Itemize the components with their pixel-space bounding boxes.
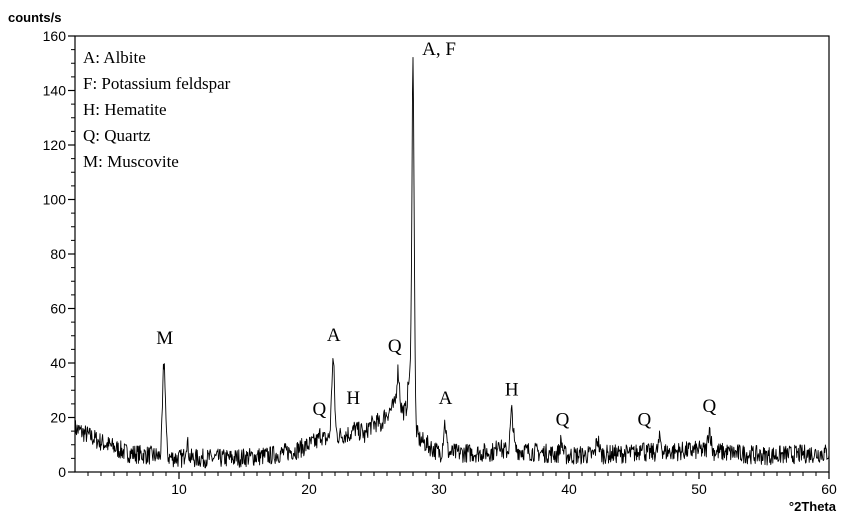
peak-label: Q [313,399,327,420]
peak-label: Q [556,410,570,431]
peak-label: Q [388,336,402,357]
y-tick-label: 20 [50,410,66,426]
legend-entry: H: Hematite [83,100,167,119]
legend-entry: M: Muscovite [83,152,179,171]
y-tick-label: 40 [50,355,66,371]
y-tick-label: 100 [43,192,67,208]
x-tick-label: 30 [431,481,447,497]
x-tick-label: 20 [301,481,317,497]
y-tick-label: 160 [43,28,67,44]
x-axis-unit-label: °2Theta [789,499,837,514]
x-tick-label: 10 [171,481,187,497]
x-tick-label: 50 [691,481,707,497]
peak-label: A [439,388,453,409]
peak-label: H [505,380,519,401]
diffraction-series-line [74,56,830,469]
legend-entry: F: Potassium feldspar [83,74,231,93]
peak-label: A, F [422,39,456,60]
x-tick-label: 60 [821,481,837,497]
x-tick-label: 40 [561,481,577,497]
y-tick-label: 140 [43,83,67,99]
y-tick-label: 120 [43,137,67,153]
peak-label: Q [638,410,652,431]
legend-entry: A: Albite [83,48,146,67]
y-tick-label: 0 [58,464,66,480]
peak-label: H [346,388,360,409]
y-tick-label: 80 [50,246,66,262]
plot-frame [74,35,830,473]
peak-label: Q [703,396,717,417]
y-axis-unit-label: counts/s [8,10,61,25]
legend-entry: Q: Quartz [83,126,151,145]
y-tick-label: 60 [50,301,66,317]
peak-label: A [327,325,341,346]
peak-label: M [156,328,173,349]
